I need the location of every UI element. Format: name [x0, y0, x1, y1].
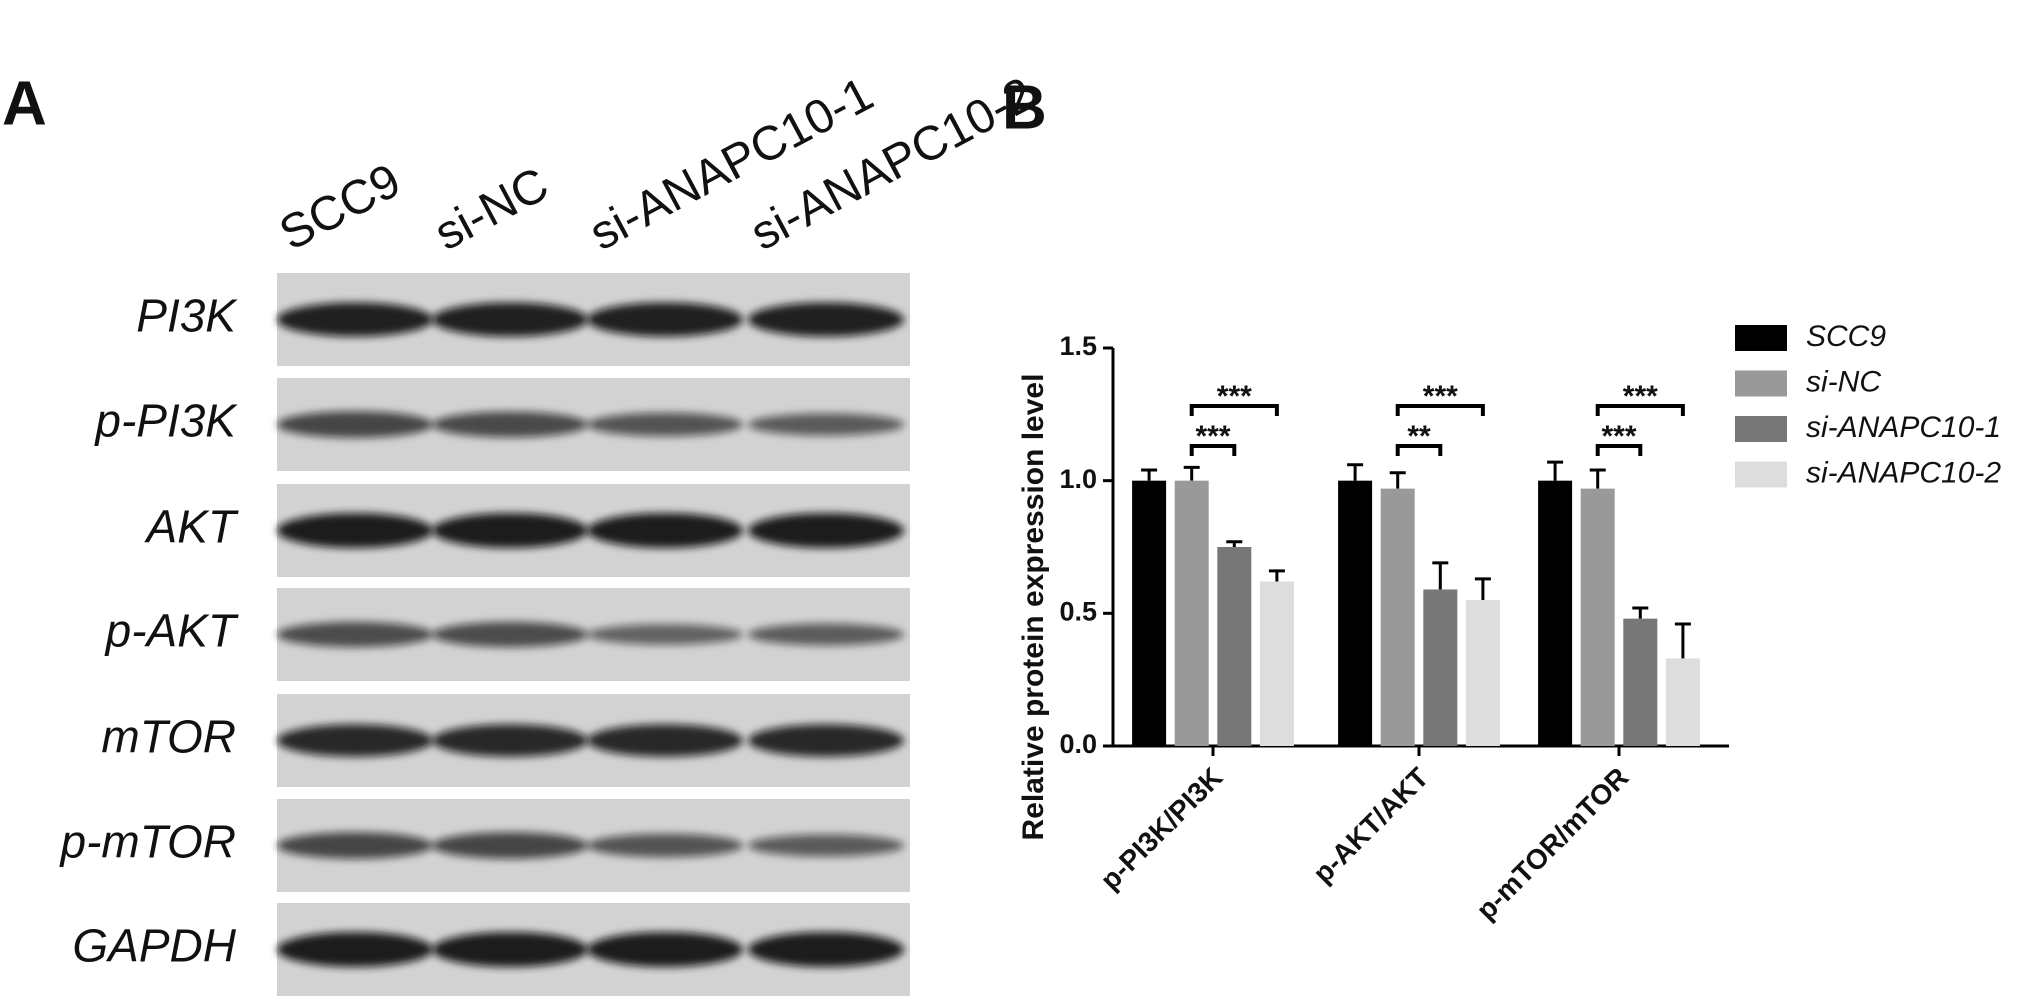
significance-label: **: [1407, 420, 1431, 453]
blot-band: [587, 833, 743, 858]
significance-bracket: [1189, 444, 1237, 456]
bar: [1132, 480, 1167, 746]
significance-bracket: [1395, 404, 1485, 416]
row-label: AKT: [144, 501, 239, 553]
blot-band: [748, 513, 904, 548]
bar: [1217, 547, 1252, 746]
significance-label: ***: [1623, 380, 1658, 413]
row-label: mTOR: [101, 711, 236, 763]
legend-swatch: [1735, 461, 1787, 488]
blot-band: [587, 513, 743, 548]
row-label: PI3K: [136, 290, 238, 342]
y-tick-label: 1.0: [1059, 464, 1097, 494]
row-label: p-PI3K: [93, 395, 238, 447]
significance-label: ***: [1423, 380, 1458, 413]
blot-band: [748, 932, 904, 967]
bar: [1174, 480, 1209, 746]
blot-band: [277, 832, 433, 859]
y-axis-label: Relative protein expression level: [1017, 374, 1050, 841]
legend-swatch: [1735, 416, 1787, 442]
legend-swatch: [1735, 325, 1787, 351]
blot-band: [277, 411, 433, 438]
bar: [1580, 488, 1615, 746]
blot-band: [277, 932, 433, 967]
x-tick-label: p-PI3K/PI3K: [1094, 762, 1228, 896]
blot-band: [277, 513, 433, 548]
bar: [1380, 488, 1415, 746]
lane-label: SCC9: [271, 154, 409, 261]
y-tick-label: 0.5: [1059, 596, 1097, 626]
blot-band: [432, 832, 588, 859]
blot-band: [432, 513, 588, 548]
row-label: p-AKT: [104, 605, 239, 657]
bar: [1665, 658, 1700, 746]
panel-label: B: [1002, 73, 1047, 142]
y-tick-label: 0.0: [1059, 729, 1097, 759]
blot-band: [748, 724, 904, 757]
legend-label: si-ANAPC10-1: [1806, 411, 2001, 444]
blot-band: [748, 302, 904, 337]
x-tick-label: p-mTOR/mTOR: [1470, 762, 1634, 926]
row-label: p-mTOR: [59, 816, 237, 868]
significance-bracket: [1395, 444, 1443, 456]
blot-band: [587, 932, 743, 967]
significance-label: ***: [1195, 420, 1230, 453]
blot-band: [432, 932, 588, 967]
blot-band: [277, 302, 433, 337]
blot-band: [432, 302, 588, 337]
blot-band: [748, 834, 904, 857]
significance-bracket: [1595, 444, 1643, 456]
blot-band: [748, 413, 904, 436]
bar: [1465, 600, 1500, 746]
legend-label: si-ANAPC10-2: [1806, 456, 2001, 489]
blot-band: [277, 621, 433, 648]
significance-bracket: [1189, 404, 1279, 416]
bar: [1538, 480, 1573, 746]
legend-label: si-NC: [1806, 365, 1881, 398]
blot-band: [748, 623, 904, 646]
blot-band: [587, 624, 743, 645]
blot-band: [432, 724, 588, 757]
lane-label: si-NC: [426, 158, 557, 261]
bar: [1423, 589, 1458, 746]
x-tick-label: p-AKT/AKT: [1307, 762, 1434, 889]
bar: [1623, 618, 1658, 746]
legend-label: SCC9: [1806, 320, 1886, 353]
blot-band: [432, 621, 588, 648]
blot-band: [587, 724, 743, 757]
bar: [1338, 480, 1373, 746]
blot-band: [587, 412, 743, 437]
significance-label: ***: [1601, 420, 1636, 453]
row-label: GAPDH: [72, 920, 236, 972]
bar: [1259, 581, 1294, 746]
panel-label: A: [2, 69, 47, 138]
significance-label: ***: [1217, 380, 1252, 413]
blot-band: [432, 411, 588, 438]
y-tick-label: 1.5: [1059, 331, 1097, 361]
legend-swatch: [1735, 370, 1787, 397]
blot-band: [587, 302, 743, 337]
blot-band: [277, 724, 433, 757]
significance-bracket: [1595, 404, 1685, 416]
